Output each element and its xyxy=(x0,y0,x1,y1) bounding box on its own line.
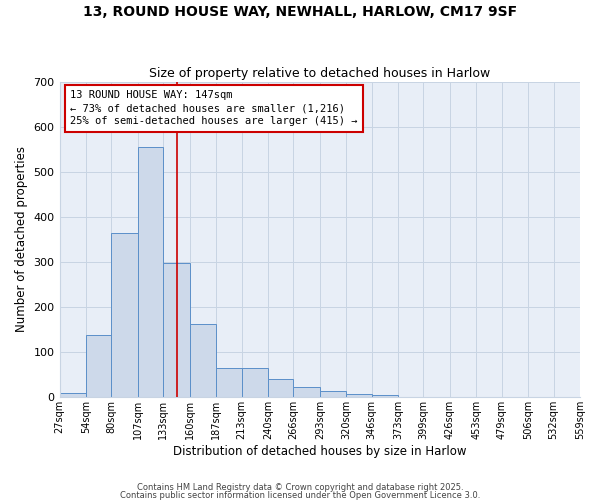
Title: Size of property relative to detached houses in Harlow: Size of property relative to detached ho… xyxy=(149,66,490,80)
Text: Contains HM Land Registry data © Crown copyright and database right 2025.: Contains HM Land Registry data © Crown c… xyxy=(137,484,463,492)
Bar xyxy=(86,334,112,397)
Y-axis label: Number of detached properties: Number of detached properties xyxy=(15,146,28,332)
Bar xyxy=(320,392,346,397)
X-axis label: Distribution of detached houses by size in Harlow: Distribution of detached houses by size … xyxy=(173,444,467,458)
Bar xyxy=(59,393,86,397)
Bar xyxy=(293,387,320,397)
Bar xyxy=(371,395,398,397)
Bar xyxy=(190,324,216,397)
Text: 13, ROUND HOUSE WAY, NEWHALL, HARLOW, CM17 9SF: 13, ROUND HOUSE WAY, NEWHALL, HARLOW, CM… xyxy=(83,5,517,19)
Text: 13 ROUND HOUSE WAY: 147sqm
← 73% of detached houses are smaller (1,216)
25% of s: 13 ROUND HOUSE WAY: 147sqm ← 73% of deta… xyxy=(70,90,358,126)
Bar xyxy=(242,368,268,397)
Bar xyxy=(216,368,242,397)
Bar xyxy=(268,379,293,397)
Bar xyxy=(138,148,163,397)
Text: Contains public sector information licensed under the Open Government Licence 3.: Contains public sector information licen… xyxy=(120,490,480,500)
Bar xyxy=(112,232,138,397)
Bar xyxy=(346,394,371,397)
Bar xyxy=(163,263,190,397)
